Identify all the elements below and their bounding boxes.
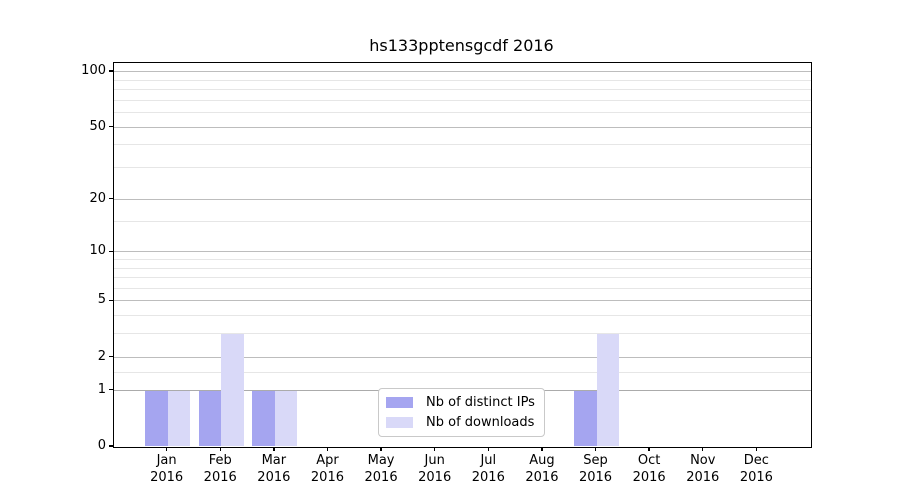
x-axis-tick [326, 447, 329, 451]
x-axis-tick [648, 447, 650, 451]
legend-label: Nb of downloads [426, 414, 535, 430]
y-axis-tick [109, 70, 113, 72]
x-axis-tick-label: Apr 2016 [310, 453, 344, 485]
y-axis-tick [109, 299, 113, 302]
gridline-minor [114, 167, 811, 169]
bar-downloads [167, 390, 191, 446]
x-axis-tick [594, 447, 597, 451]
y-axis-tick [109, 125, 113, 128]
y-axis-tick [109, 250, 113, 252]
gridline-minor [114, 99, 811, 101]
bar-downloads [596, 334, 620, 446]
legend-swatch-downloads-icon [386, 416, 413, 428]
x-axis-tick [380, 447, 382, 451]
y-axis-tick [109, 388, 113, 391]
x-axis-tick-label: Sep 2016 [578, 453, 613, 485]
gridline-minor [114, 315, 811, 317]
gridline-major [114, 71, 811, 73]
x-axis-tick-label: Jul 2016 [471, 453, 505, 485]
gridline-minor [114, 287, 811, 289]
x-axis-tick-label: Nov 2016 [686, 453, 720, 485]
x-axis-tick-label: Mar 2016 [257, 453, 291, 485]
x-axis-tick [273, 447, 275, 451]
y-axis-tick-label: 1 [97, 381, 106, 397]
gridline-minor [114, 144, 811, 146]
gridline-minor [114, 89, 811, 91]
gridline-major [114, 356, 811, 358]
legend-label: Nb of distinct IPs [426, 395, 535, 411]
gridline-major [114, 198, 811, 200]
gridline-minor [114, 220, 811, 222]
y-axis-tick [109, 356, 113, 358]
x-axis-tick-label: Aug 2016 [525, 453, 559, 485]
gridline-minor [114, 333, 811, 335]
plot-area [113, 62, 812, 448]
legend-item-distinct-ips: Nb of distinct IPs [386, 395, 537, 410]
bar-distinct-ips [145, 390, 168, 446]
gridline-minor [114, 79, 811, 81]
bar-distinct-ips [574, 390, 597, 446]
y-axis-tick-label: 100 [81, 63, 106, 79]
x-axis-tick [541, 447, 543, 451]
y-axis-tick-label: 10 [89, 243, 106, 259]
x-axis-tick [487, 447, 489, 451]
bar-downloads [274, 390, 298, 446]
gridline-minor [114, 267, 811, 269]
y-axis-tick [109, 445, 113, 447]
y-axis-tick-label: 20 [89, 190, 106, 206]
y-axis-tick-label: 2 [97, 348, 106, 364]
x-axis-tick-label: Oct 2016 [632, 453, 666, 485]
x-axis-tick-label: May 2016 [364, 453, 398, 485]
x-axis-tick [165, 447, 168, 451]
x-axis-tick-label: Jan 2016 [150, 453, 184, 485]
bar-distinct-ips [198, 390, 222, 446]
x-axis-tick [433, 447, 436, 451]
gridline-major [114, 251, 811, 253]
x-axis-tick-label: Dec 2016 [739, 453, 773, 485]
x-axis-tick [702, 447, 704, 451]
legend: Nb of distinct IPs Nb of downloads [378, 388, 545, 437]
x-axis-tick [219, 447, 221, 451]
y-axis-tick-label: 50 [89, 118, 106, 134]
gridline-minor [114, 258, 811, 260]
bar-downloads [221, 334, 244, 446]
legend-swatch-distinct-ips-icon [386, 397, 413, 409]
y-axis-tick-label: 5 [97, 292, 106, 308]
gridline-minor [114, 277, 811, 279]
x-axis-tick-label: Feb 2016 [203, 453, 237, 485]
y-axis-tick-label: 0 [97, 438, 106, 453]
bar-distinct-ips [252, 390, 275, 446]
x-axis-tick-label: Jun 2016 [418, 453, 452, 485]
legend-item-downloads: Nb of downloads [386, 415, 537, 430]
y-axis-tick [109, 197, 113, 200]
gridline-major [114, 126, 811, 128]
chart-title: hs133pptensgcdf 2016 [369, 36, 554, 55]
gridline-minor [114, 371, 811, 373]
gridline-major [114, 300, 811, 302]
gridline-minor [114, 112, 811, 114]
x-axis-tick [755, 447, 758, 451]
